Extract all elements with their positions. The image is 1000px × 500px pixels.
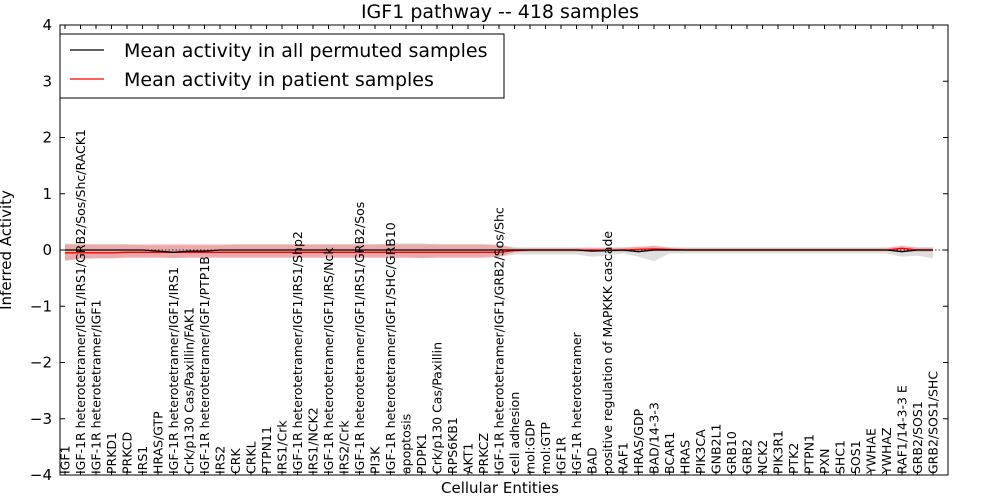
x-tick-label: PRKCD (120, 432, 135, 474)
x-tick-label: RPS6KB1 (445, 417, 460, 474)
x-tick-label: Crk/p130 Cas/Paxillin (430, 342, 445, 474)
x-tick-label: Crk/p130 Cas/Paxillin/FAK1 (182, 307, 197, 474)
x-tick-label: cell adhesion (507, 392, 522, 474)
x-tick-label: HRAS/GDP (631, 408, 646, 474)
x-tick-label: mol:GDP (523, 419, 538, 474)
y-tick-label: 2 (42, 129, 52, 147)
y-tick-label: −2 (30, 354, 52, 372)
x-tick-label: PDPK1 (414, 433, 429, 474)
x-tick-label: IGF-1R heterotetramer/IGF1/IRS1 (166, 267, 181, 474)
x-tick-label: HRAS/GTP (151, 411, 166, 474)
x-tick-label: IRS1/NCK2 (306, 407, 321, 474)
x-tick-label: PTPN1 (802, 434, 817, 474)
y-tick-label: −3 (30, 410, 52, 428)
chart-title: IGF1 pathway -- 418 samples (361, 1, 639, 23)
x-tick-label: GRB10 (724, 431, 739, 474)
x-tick-label: HRAS (678, 440, 693, 474)
x-tick-label: YWHAZ (879, 427, 894, 475)
x-tick-label: CRKL (244, 441, 259, 474)
x-tick-label: PRKCZ (476, 433, 491, 474)
x-tick-label: IGF-1R heterotetramer/IGF1/IRS1/GRB2/Sos… (73, 129, 88, 474)
x-tick-label: PXN (817, 449, 832, 474)
x-tick-label: SOS1 (848, 440, 863, 474)
x-tick-label: PTK2 (786, 443, 801, 474)
x-tick-label: IGF-1R heterotetramer/IGF1/SHC/GRB10 (383, 222, 398, 474)
x-tick-label: IGF-1R heterotetramer/IGF1/IRS1/GRB2/Sos (352, 202, 367, 474)
y-tick-label: 1 (42, 185, 52, 203)
chart: IGF1 pathway -- 418 samples −4 −3 −2 −1 0 1 2 3… (0, 0, 1000, 500)
x-tick-label: PRKD1 (104, 432, 119, 474)
x-tick-label: apoptosis (399, 414, 414, 474)
x-tick-label: RAF1/14-3-3 E (895, 385, 910, 474)
x-tick-label: PIK3R1 (771, 430, 786, 474)
legend-entry-patient: Mean activity in patient samples (124, 69, 434, 91)
legend: Mean activity in all permuted samples Me… (60, 34, 504, 98)
x-tick-label: AKT1 (461, 443, 476, 474)
x-tick-label: IGF1R (554, 436, 569, 474)
x-tick-label: RAF1 (616, 442, 631, 474)
x-tick-label: IGF1 (58, 445, 73, 474)
x-tick-label: GNB2L1 (709, 424, 724, 474)
y-tick-label: −4 (30, 466, 52, 484)
x-tick-label: IGF-1R heterotetramer/IGF1/PTP1B (197, 256, 212, 474)
y-tick-label: 3 (42, 72, 52, 90)
y-tick-label: 4 (42, 16, 52, 34)
x-tick-label: IGF-1R heterotetramer/IGF1 (89, 300, 104, 474)
x-tick-label: positive regulation of MAPKKK cascade (600, 231, 615, 474)
x-tick-label: CRK (228, 448, 243, 474)
x-tick-label: IRS2/Crk (337, 420, 352, 474)
x-tick-label: mol:GTP (538, 422, 553, 474)
x-tick-label: GRB2 (740, 439, 755, 474)
x-tick-label: SHC1 (833, 440, 848, 474)
x-tick-label: BCAR1 (662, 432, 677, 474)
x-tick-label: IRS1/Crk (275, 420, 290, 474)
x-axis-label: Cellular Entities (441, 479, 559, 497)
x-tick-label: GRB2/SOS1/SHC (926, 371, 941, 474)
x-tick-label: BAD/14-3-3 (647, 402, 662, 474)
x-tick-label: BAD (585, 447, 600, 474)
y-tick-label: 0 (42, 241, 52, 259)
x-tick-label: PIK3CA (693, 429, 708, 474)
y-axis-label: Inferred Activity (0, 190, 15, 310)
x-tick-label: IGF-1R heterotetramer/IGF1/IRS1/Shp2 (290, 231, 305, 474)
x-tick-label: IGF-1R heterotetramer/IGF1/GRB2/Sos/Shc (492, 207, 507, 474)
x-tick-label: PTPN11 (259, 426, 274, 474)
x-tick-label: NCK2 (755, 440, 770, 474)
x-tick-label: GRB2/SOS1 (910, 401, 925, 474)
x-tick-label: IGF-1R heterotetramer/IGF1/IRS/Nck (321, 247, 336, 474)
x-tick-label: IGF-1R heterotetramer (569, 331, 584, 474)
legend-entry-permuted: Mean activity in all permuted samples (124, 40, 487, 62)
y-tick-label: −1 (30, 297, 52, 315)
x-tick-label: YWHAE (864, 428, 879, 475)
x-tick-label: IRS2 (213, 446, 228, 474)
x-tick-label: IRS1 (135, 446, 150, 474)
x-tick-label: PI3K (368, 446, 383, 474)
